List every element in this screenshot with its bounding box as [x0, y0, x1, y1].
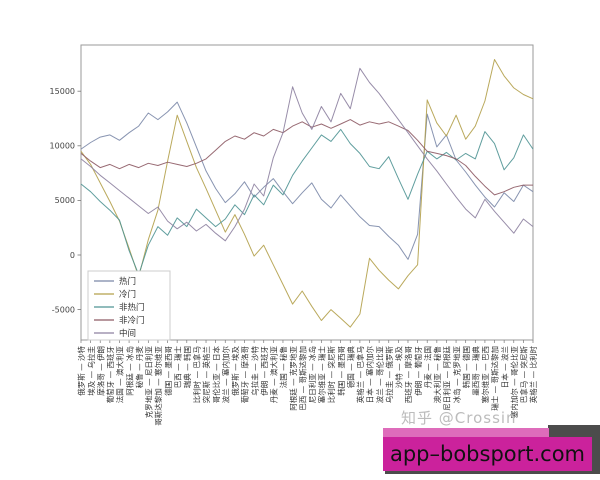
ad-banner[interactable]: app–bobsport.com — [383, 437, 592, 471]
x-tick-label: 韩国 — 墨西哥 — [336, 346, 346, 396]
x-tick-label: 韩国 — 德国 — [461, 346, 471, 388]
x-tick-label: 法国 — 澳大利亚 — [115, 346, 125, 404]
x-tick-label: 突尼斯 — 英格兰 — [201, 346, 211, 404]
x-tick-label: 葡萄牙 — 摩洛哥 — [240, 346, 250, 404]
x-tick-label: 瑞士 — 哥斯达黎加 — [490, 346, 500, 411]
banner-shadow — [385, 469, 600, 474]
x-tick-label: 澳大利亚 — 秘鲁 — [432, 346, 442, 403]
x-tick-label: 比利时 — 巴拿马 — [192, 346, 202, 403]
watermark: 知乎 @Crossin — [401, 409, 517, 427]
series-line-1 — [80, 59, 534, 328]
x-tick-label: 英格兰 — 巴拿马 — [355, 346, 365, 403]
x-tick-label: 沙特 — 埃及 — [394, 346, 404, 389]
x-tick-label: 乌拉圭 — 沙特 — [249, 346, 259, 396]
series-line-3 — [80, 119, 533, 196]
x-tick-label: 波兰 — 哥伦比亚 — [374, 346, 384, 404]
x-tick-label: 塞尔维亚 — 巴西 — [480, 346, 490, 404]
x-tick-label: 阿根廷 — 克罗地亚 — [288, 346, 298, 411]
x-tick-label: 秘鲁 — 丹麦 — [134, 346, 144, 389]
x-tick-label: 日本 — 塞内加尔 — [365, 346, 375, 404]
x-tick-label: 冰岛 — 克罗地亚 — [451, 346, 461, 404]
series-line-0 — [80, 101, 534, 260]
x-tick-label: 丹麦 — 澳大利亚 — [269, 346, 279, 404]
x-tick-label: 哥斯达黎加 — 塞尔维亚 — [153, 346, 163, 426]
banner-shadow — [591, 425, 600, 474]
x-tick-label: 比利时 — 突尼斯 — [326, 346, 336, 404]
x-tick-label: 德国 — 瑞典 — [345, 346, 355, 389]
banner-top-strip — [383, 428, 549, 439]
series-line-2 — [80, 128, 534, 276]
x-tick-label: 瑞典 — 韩国 — [182, 346, 192, 388]
x-tick-label: 西班牙 — 摩洛哥 — [403, 346, 413, 404]
x-tick-label: 克罗地亚 — 尼日利亚 — [144, 346, 154, 419]
y-tick-label: 15000 — [50, 87, 75, 96]
x-tick-label: 丹麦 — 法国 — [422, 346, 432, 388]
legend-label-4: 中间 — [119, 328, 136, 339]
legend-label-2: 非热门 — [119, 302, 145, 313]
x-tick-label: 阿根廷 — 冰岛 — [124, 346, 134, 396]
legend-label-3: 非冷门 — [119, 315, 145, 326]
x-tick-label: 尼日利亚 — 阿根廷 — [442, 346, 452, 411]
legend-label-1: 冷门 — [119, 289, 136, 300]
x-tick-label: 法国 — 秘鲁 — [278, 346, 288, 388]
x-tick-label: 尼日利亚 — 冰岛 — [307, 346, 317, 403]
legend-label-0: 热门 — [119, 276, 136, 287]
x-tick-label: 伊朗 — 西班牙 — [259, 346, 269, 396]
x-tick-label: 摩洛哥 — 伊朗 — [95, 346, 105, 396]
x-tick-label: 塞尔维亚 — 瑞士 — [317, 346, 327, 404]
x-tick-label: 巴拿马 — 突尼斯 — [519, 346, 529, 404]
ad-banner-text: app–bobsport.com — [389, 442, 586, 466]
y-tick-label: 10000 — [50, 142, 75, 151]
x-tick-label: 哥伦比亚 — 日本 — [211, 346, 221, 404]
x-tick-label: 巴西 — 瑞士 — [172, 346, 182, 389]
y-tick-label: -5000 — [52, 305, 75, 314]
x-tick-label: 葡萄牙 — 西班牙 — [105, 346, 115, 404]
x-tick-label: 波兰 — 塞内加尔 — [220, 346, 230, 404]
x-tick-label: 日本 — 波兰 — [499, 346, 509, 389]
legend-box — [87, 270, 171, 341]
x-tick-label: 俄罗斯 — 沙特 — [76, 346, 86, 396]
y-tick-label: 0 — [70, 251, 75, 260]
x-tick-label: 德国 — 墨西哥 — [163, 346, 173, 396]
x-tick-label: 塞内加尔 — 哥伦比亚 — [509, 346, 519, 419]
x-tick-label: 巴西 — 哥斯达黎加 — [297, 346, 307, 411]
y-tick-label: 5000 — [55, 196, 75, 205]
x-tick-label: 墨西哥 — 瑞典 — [470, 346, 480, 396]
x-tick-label: 俄罗斯 — 埃及 — [230, 346, 240, 396]
x-tick-label: 英格兰 — 比利时 — [528, 346, 538, 404]
x-tick-label: 埃及 — 乌拉圭 — [86, 346, 96, 396]
series-line-4 — [80, 67, 534, 242]
x-tick-label: 乌拉圭 — 俄罗斯 — [384, 346, 394, 404]
x-tick-label: 伊朗 — 葡萄牙 — [413, 346, 423, 396]
